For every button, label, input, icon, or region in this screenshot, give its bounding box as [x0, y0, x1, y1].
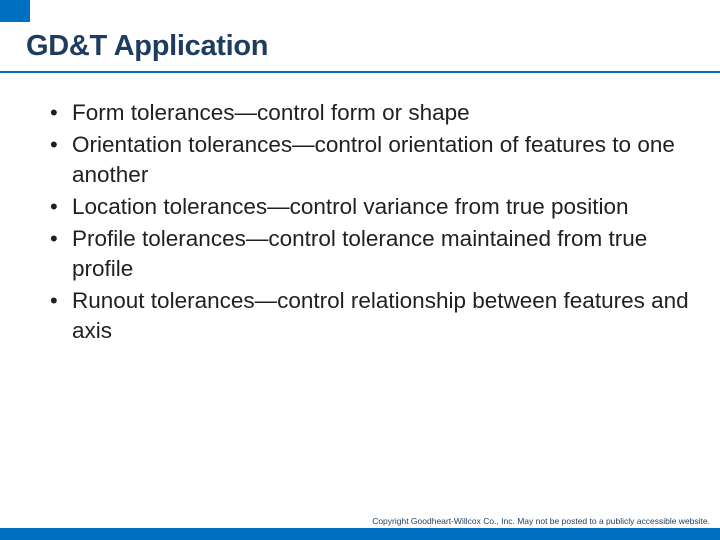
- list-item: • Runout tolerances—control relationship…: [50, 286, 690, 346]
- list-item: • Orientation tolerances—control orienta…: [50, 130, 690, 190]
- bullet-text: Form tolerances—control form or shape: [72, 98, 470, 128]
- top-accent-bar: [0, 0, 30, 22]
- list-item: • Location tolerances—control variance f…: [50, 192, 690, 222]
- list-item: • Profile tolerances—control tolerance m…: [50, 224, 690, 284]
- bullet-text: Orientation tolerances—control orientati…: [72, 130, 690, 190]
- title-underline: [0, 71, 720, 73]
- bullet-marker: •: [50, 224, 72, 254]
- bullet-marker: •: [50, 130, 72, 160]
- bullet-text: Location tolerances—control variance fro…: [72, 192, 629, 222]
- bullet-list: • Form tolerances—control form or shape …: [50, 98, 690, 348]
- bullet-marker: •: [50, 98, 72, 128]
- slide-title: GD&T Application: [26, 30, 268, 63]
- bullet-text: Profile tolerances—control tolerance mai…: [72, 224, 690, 284]
- slide: GD&T Application • Form tolerances—contr…: [0, 0, 720, 540]
- copyright-text: Copyright Goodheart-Willcox Co., Inc. Ma…: [372, 516, 710, 526]
- bullet-text: Runout tolerances—control relationship b…: [72, 286, 690, 346]
- list-item: • Form tolerances—control form or shape: [50, 98, 690, 128]
- footer-accent-bar: [0, 528, 720, 540]
- bullet-marker: •: [50, 286, 72, 316]
- bullet-marker: •: [50, 192, 72, 222]
